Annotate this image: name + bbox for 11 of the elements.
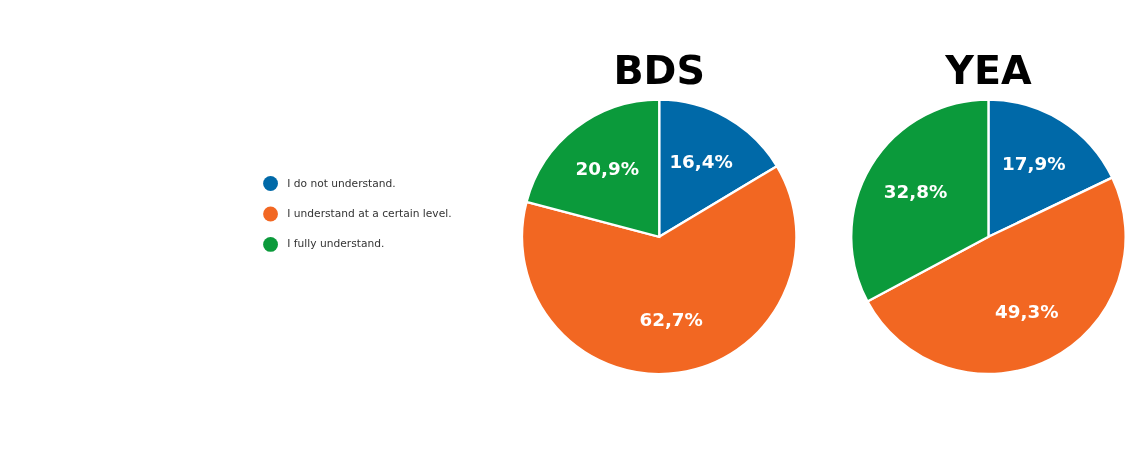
data-label: 49,3%: [995, 301, 1059, 323]
chart-title: YEA: [944, 46, 1032, 93]
data-label: 16,4%: [669, 151, 733, 173]
legend-label: I fully understand.: [287, 237, 385, 251]
chart-title: BDS: [613, 46, 706, 93]
legend-label: I understand at a certain level.: [287, 207, 452, 220]
data-label: 62,7%: [639, 309, 703, 331]
data-label: 20,9%: [575, 157, 640, 179]
legend-label: I do not understand.: [287, 176, 396, 190]
data-label: 32,8%: [883, 181, 948, 203]
data-label: 17,9%: [1002, 153, 1066, 175]
